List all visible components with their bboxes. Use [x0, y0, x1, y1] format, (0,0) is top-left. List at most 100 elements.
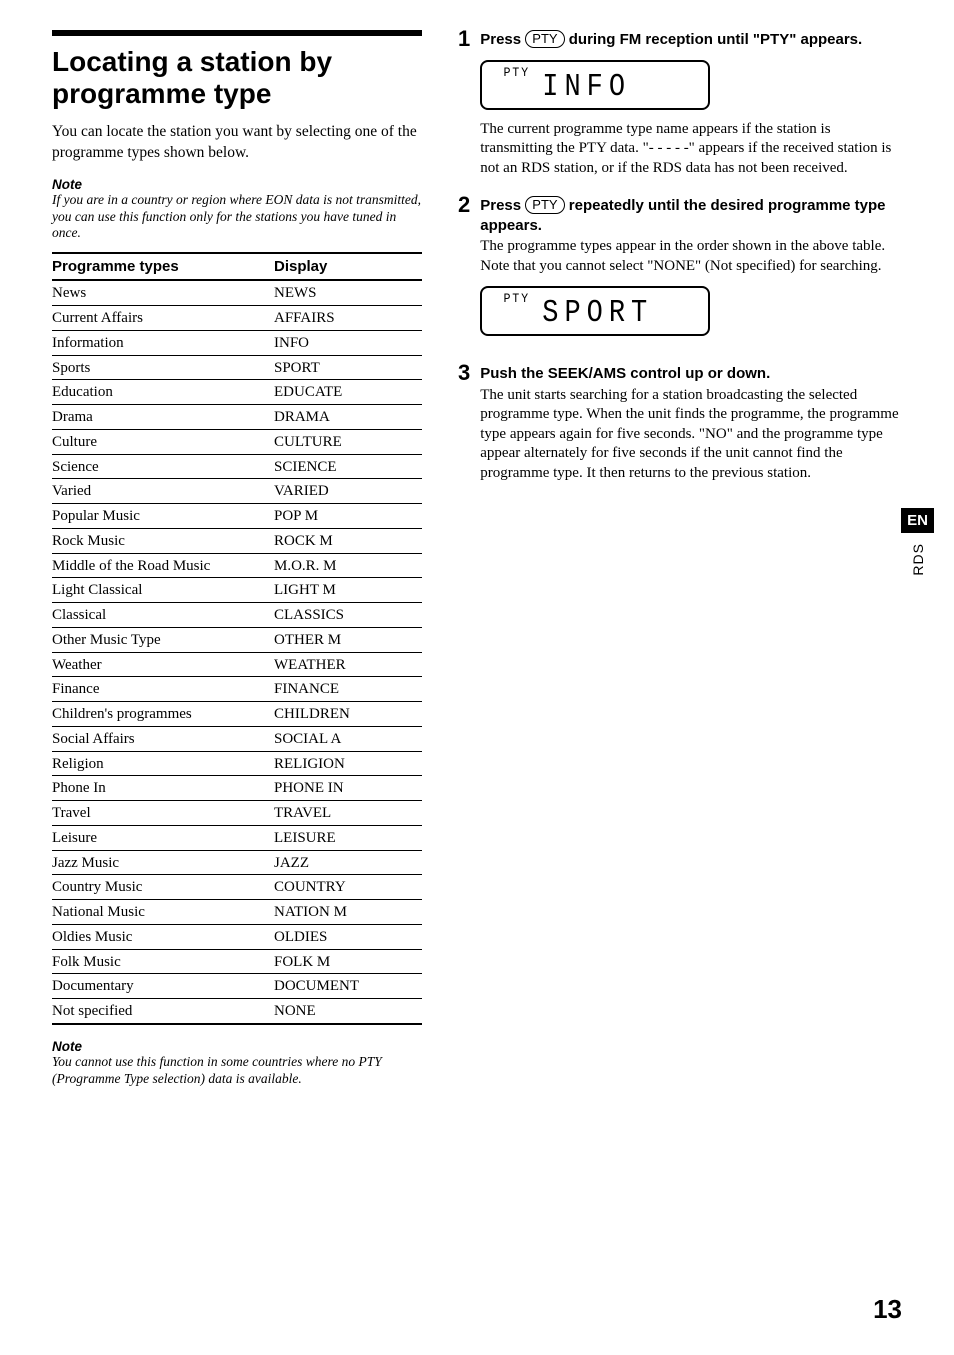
note2-head: Note	[52, 1039, 422, 1054]
programme-type-cell: Leisure	[52, 825, 274, 850]
display-cell: WEATHER	[274, 652, 422, 677]
display-cell: ROCK M	[274, 528, 422, 553]
lcd-pty-indicator: PTY	[504, 291, 530, 306]
programme-type-cell: Social Affairs	[52, 726, 274, 751]
table-row: NewsNEWS	[52, 280, 422, 305]
step-1: 1 Press PTY during FM reception until "P…	[458, 30, 902, 178]
step-1-title-b: during FM reception until "PTY" appears.	[565, 31, 863, 48]
lcd-pty-indicator: PTY	[504, 65, 530, 80]
table-row: Light ClassicalLIGHT M	[52, 578, 422, 603]
display-cell: NONE	[274, 999, 422, 1024]
step-2-number: 2	[458, 194, 470, 346]
table-row: Folk MusicFOLK M	[52, 949, 422, 974]
pty-button-icon: PTY	[525, 196, 564, 214]
table-row: SportsSPORT	[52, 355, 422, 380]
table-row: CultureCULTURE	[52, 429, 422, 454]
table-row: Social AffairsSOCIAL A	[52, 726, 422, 751]
programme-type-cell: Oldies Music	[52, 924, 274, 949]
programme-type-cell: Rock Music	[52, 528, 274, 553]
step-1-title-a: Press	[480, 31, 525, 48]
programme-type-cell: Sports	[52, 355, 274, 380]
programme-type-cell: Culture	[52, 429, 274, 454]
step-3-text: The unit starts searching for a station …	[480, 386, 902, 484]
programme-type-cell: National Music	[52, 900, 274, 925]
step-3-title: Push the SEEK/AMS control up or down.	[480, 364, 902, 384]
display-cell: EDUCATE	[274, 380, 422, 405]
programme-type-cell: Popular Music	[52, 504, 274, 529]
display-cell: SOCIAL A	[274, 726, 422, 751]
programme-type-cell: Varied	[52, 479, 274, 504]
step-1-number: 1	[458, 28, 470, 178]
step-1-title: Press PTY during FM reception until "PTY…	[480, 30, 902, 50]
table-row: Jazz MusicJAZZ	[52, 850, 422, 875]
table-row: Children's programmesCHILDREN	[52, 702, 422, 727]
programme-types-table: Programme types Display NewsNEWSCurrent …	[52, 252, 422, 1025]
programme-type-cell: Classical	[52, 603, 274, 628]
step-1-text: The current programme type name appears …	[480, 120, 902, 179]
th-programme-types: Programme types	[52, 253, 274, 280]
table-row: Current AffairsAFFAIRS	[52, 306, 422, 331]
display-cell: FOLK M	[274, 949, 422, 974]
display-cell: SCIENCE	[274, 454, 422, 479]
intro-text: You can locate the station you want by s…	[52, 122, 422, 162]
display-cell: AFFAIRS	[274, 306, 422, 331]
display-cell: TRAVEL	[274, 801, 422, 826]
table-row: DramaDRAMA	[52, 405, 422, 430]
table-row: VariedVARIED	[52, 479, 422, 504]
lcd-main-text: SPORT	[542, 297, 653, 332]
display-cell: CLASSICS	[274, 603, 422, 628]
display-cell: SPORT	[274, 355, 422, 380]
step-2-text: The programme types appear in the order …	[480, 237, 902, 276]
section-rule	[52, 30, 422, 36]
programme-type-cell: Information	[52, 330, 274, 355]
programme-type-cell: Documentary	[52, 974, 274, 999]
table-row: Rock MusicROCK M	[52, 528, 422, 553]
display-cell: INFO	[274, 330, 422, 355]
programme-type-cell: Middle of the Road Music	[52, 553, 274, 578]
step-3-number: 3	[458, 362, 470, 483]
table-row: Not specifiedNONE	[52, 999, 422, 1024]
programme-type-cell: Other Music Type	[52, 627, 274, 652]
step-2-title-a: Press	[480, 197, 525, 214]
display-cell: CHILDREN	[274, 702, 422, 727]
display-cell: DOCUMENT	[274, 974, 422, 999]
display-cell: POP M	[274, 504, 422, 529]
display-cell: OLDIES	[274, 924, 422, 949]
pty-button-icon: PTY	[525, 30, 564, 48]
display-cell: M.O.R. M	[274, 553, 422, 578]
table-row: Popular MusicPOP M	[52, 504, 422, 529]
table-row: TravelTRAVEL	[52, 801, 422, 826]
programme-type-cell: Jazz Music	[52, 850, 274, 875]
programme-type-cell: News	[52, 280, 274, 305]
programme-type-cell: Light Classical	[52, 578, 274, 603]
programme-type-cell: Not specified	[52, 999, 274, 1024]
th-display: Display	[274, 253, 422, 280]
display-cell: FINANCE	[274, 677, 422, 702]
table-row: Oldies MusicOLDIES	[52, 924, 422, 949]
step-2: 2 Press PTY repeatedly until the desired…	[458, 196, 902, 346]
page-number: 13	[873, 1294, 902, 1325]
display-cell: VARIED	[274, 479, 422, 504]
note1-body: If you are in a country or region where …	[52, 192, 422, 243]
note1-head: Note	[52, 177, 422, 192]
display-cell: OTHER M	[274, 627, 422, 652]
side-en-badge: EN	[901, 508, 934, 533]
lcd-display-2: PTY SPORT	[480, 286, 710, 336]
table-row: Other Music TypeOTHER M	[52, 627, 422, 652]
programme-type-cell: Children's programmes	[52, 702, 274, 727]
display-cell: NEWS	[274, 280, 422, 305]
table-row: Middle of the Road MusicM.O.R. M	[52, 553, 422, 578]
programme-type-cell: Folk Music	[52, 949, 274, 974]
display-cell: LEISURE	[274, 825, 422, 850]
step-2-title: Press PTY repeatedly until the desired p…	[480, 196, 902, 235]
table-row: Country MusicCOUNTRY	[52, 875, 422, 900]
display-cell: DRAMA	[274, 405, 422, 430]
display-cell: LIGHT M	[274, 578, 422, 603]
table-row: ScienceSCIENCE	[52, 454, 422, 479]
programme-type-cell: Science	[52, 454, 274, 479]
programme-type-cell: Religion	[52, 751, 274, 776]
lcd-display-1: PTY INFO	[480, 60, 710, 110]
table-row: EducationEDUCATE	[52, 380, 422, 405]
step-3: 3 Push the SEEK/AMS control up or down. …	[458, 364, 902, 483]
display-cell: PHONE IN	[274, 776, 422, 801]
